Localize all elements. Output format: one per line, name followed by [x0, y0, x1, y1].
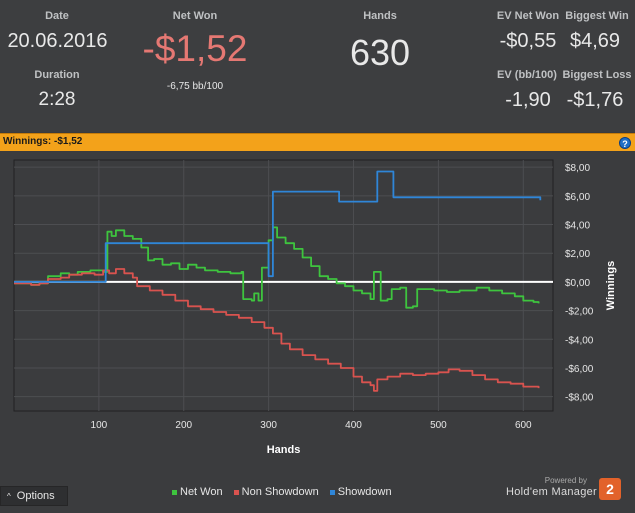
duration-label: Duration [34, 69, 80, 81]
legend-swatch-showdown [329, 489, 335, 495]
y-tick-label: -$4,00 [565, 335, 594, 346]
y-tick-label: -$6,00 [565, 364, 594, 375]
stats-panel: Date 20.06.2016 Duration 2:28 Net Won -$… [0, 0, 635, 132]
legend-label-net-won: Net Won [180, 486, 223, 498]
y-tick-label: $4,00 [565, 221, 590, 232]
hands-label: Hands [363, 10, 397, 22]
legend-label-showdown: Showdown [337, 486, 392, 498]
help-icon[interactable]: ? [619, 137, 631, 149]
hands-value: 630 [349, 32, 411, 73]
x-tick-label: 600 [515, 420, 532, 431]
winnings-bar: Winnings: -$1,52 ? [0, 133, 635, 151]
x-tick-label: 100 [91, 420, 108, 431]
chart-legend: Net Won Non Showdown Showdown [172, 486, 400, 498]
powered-by-text: Powered by [544, 476, 587, 485]
y-tick-label: $6,00 [565, 192, 590, 203]
date-label: Date [45, 10, 69, 22]
x-tick-label: 400 [345, 420, 362, 431]
series-line-non-showdown [14, 268, 540, 392]
y-tick-label: $8,00 [565, 163, 590, 174]
winnings-summary: Winnings: -$1,52 [3, 136, 82, 147]
caret-up-icon: ^ [7, 492, 11, 501]
hm2-logo-icon: 2 [599, 478, 621, 500]
x-axis-label: Hands [267, 444, 301, 456]
winnings-label: Winnings: [3, 136, 52, 147]
x-tick-label: 200 [175, 420, 192, 431]
ev-net-won-label: EV Net Won [496, 10, 560, 22]
y-tick-label: -$8,00 [565, 393, 594, 404]
plot-area [13, 159, 554, 412]
net-won-value: -$1,52 [142, 28, 248, 69]
biggest-win-label: Biggest Win [565, 10, 629, 22]
net-won-bb100: -6,75 bb/100 [166, 81, 224, 92]
y-tick-label: $2,00 [565, 249, 590, 260]
series-line-net-won [14, 226, 540, 309]
bottom-bar: ^ Options Net Won Non Showdown Showdown P… [0, 476, 635, 513]
duration-value: 2:28 [38, 89, 76, 110]
brand-logo: Powered by Hold'em Manager 2 [491, 476, 621, 508]
biggest-loss-value: -$1,76 [566, 89, 624, 111]
ev-bb100-value: -1,90 [505, 89, 551, 111]
date-value: 20.06.2016 [7, 30, 108, 52]
winnings-chart: $8,00 $6,00 $4,00 $2,00 $0,00 -$2,00 -$4,00 -$6… [13, 159, 617, 456]
product-name: Hold'em Manager [506, 486, 597, 498]
biggest-loss-label: Biggest Loss [562, 69, 632, 81]
y-tick-label: $0,00 [565, 278, 590, 289]
options-label: Options [16, 490, 55, 502]
winnings-value: -$1,52 [54, 136, 83, 147]
series-line-showdown [14, 170, 542, 283]
ev-bb100-label: EV (bb/100) [497, 69, 557, 81]
biggest-win-value: $4,69 [569, 30, 621, 52]
legend-swatch-non-showdown [233, 489, 239, 495]
options-button[interactable]: ^ Options [0, 486, 68, 506]
x-tick-label: 300 [260, 420, 277, 431]
ev-net-won-value: -$0,55 [499, 30, 557, 52]
legend-item-non-showdown: Non Showdown [233, 486, 319, 498]
net-won-label: Net Won [172, 10, 218, 22]
legend-item-net-won: Net Won [172, 486, 223, 498]
legend-item-showdown: Showdown [329, 486, 392, 498]
winnings-chart-area: $8,00 $6,00 $4,00 $2,00 $0,00 -$2,00 -$4,00 -$6… [0, 152, 635, 482]
legend-swatch-net-won [172, 489, 177, 495]
legend-label-non-showdown: Non Showdown [241, 486, 319, 498]
y-axis-label: Winnings [605, 261, 617, 310]
x-tick-label: 500 [430, 420, 447, 431]
y-tick-label: -$2,00 [565, 307, 594, 318]
